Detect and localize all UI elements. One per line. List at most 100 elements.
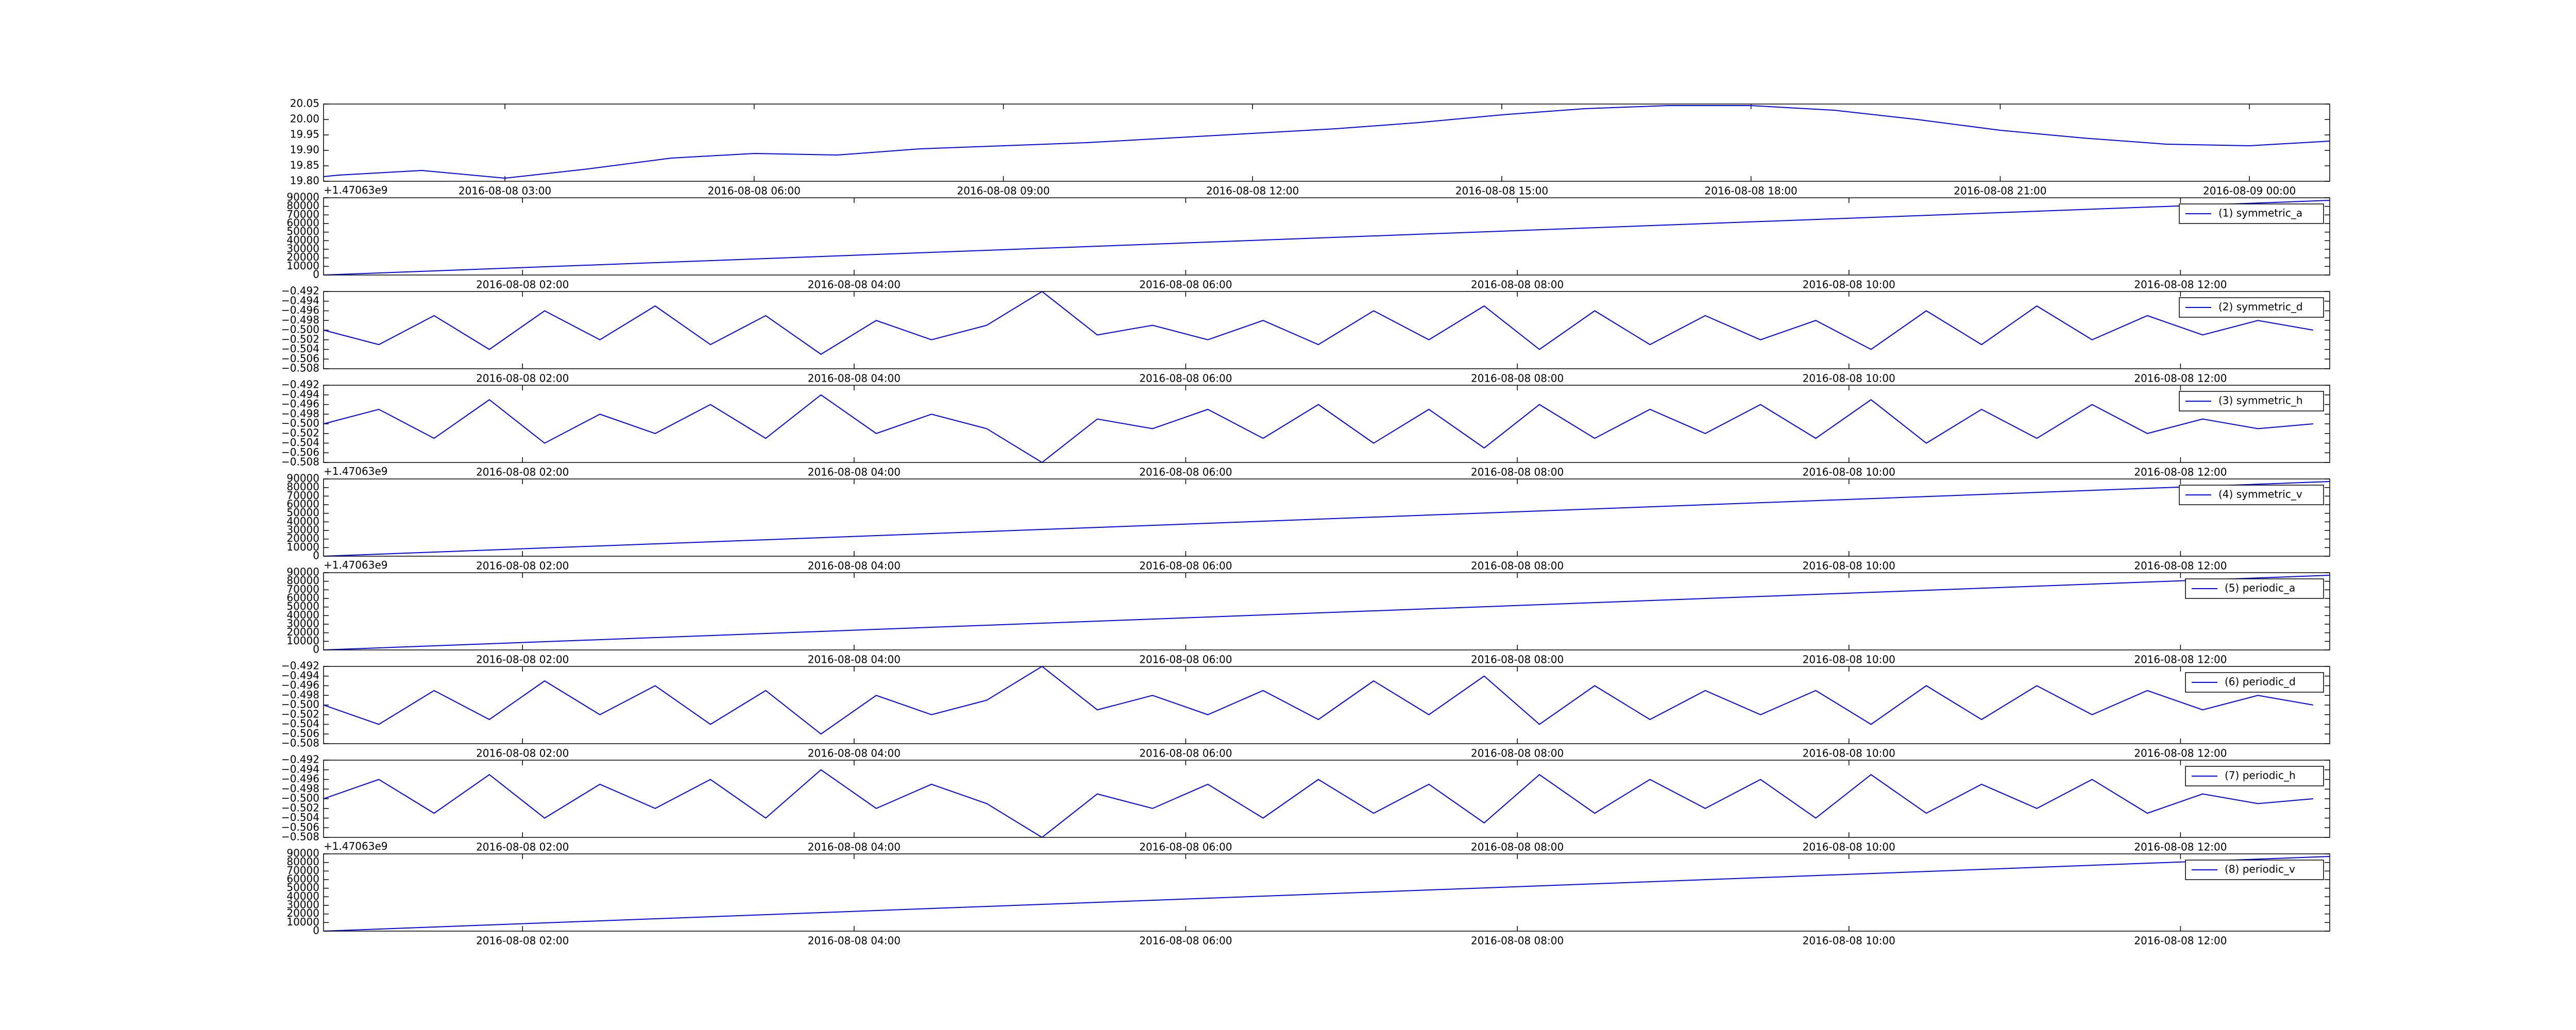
legend-label: (3) symmetric_h — [2218, 394, 2303, 407]
x-tick-label: 2016-08-08 06:00 — [1139, 372, 1232, 385]
x-tick-label: 2016-08-08 04:00 — [808, 466, 901, 478]
y-tick-label: −0.508 — [281, 737, 319, 749]
y-tick-label: −0.498 — [281, 407, 319, 420]
x-tick-label: 2016-08-08 08:00 — [1471, 747, 1564, 760]
legend-label: (5) periodic_a — [2225, 582, 2295, 594]
axes-frame — [323, 291, 2330, 369]
offset-text: +1.47063e9 — [324, 184, 388, 196]
x-tick-label: 2016-08-08 15:00 — [1455, 185, 1548, 197]
subplot: −0.508−0.506−0.504−0.502−0.500−0.498−0.4… — [281, 379, 2330, 478]
y-tick-label: 30000 — [286, 243, 319, 255]
data-line — [324, 666, 2313, 735]
x-tick-label: 2016-08-08 08:00 — [1471, 560, 1564, 572]
y-tick-label: 19.85 — [290, 159, 319, 171]
y-tick-label: 19.90 — [290, 144, 319, 156]
axes-frame — [323, 853, 2330, 932]
subplot: 0100002000030000400005000060000700008000… — [286, 840, 2330, 947]
y-tick-label: 30000 — [286, 617, 319, 630]
y-tick-label: −0.498 — [281, 782, 319, 795]
y-tick-label: −0.494 — [281, 294, 319, 306]
y-tick-label: −0.502 — [281, 708, 319, 720]
y-tick-label: −0.504 — [281, 811, 319, 823]
legend-label: (4) symmetric_v — [2218, 488, 2302, 501]
x-tick-label: 2016-08-08 10:00 — [1803, 560, 1895, 572]
x-tick-label: 2016-08-08 02:00 — [476, 279, 569, 291]
x-tick-label: 2016-08-08 08:00 — [1471, 466, 1564, 478]
legend-label: (1) symmetric_a — [2218, 207, 2302, 219]
x-tick-label: 2016-08-08 12:00 — [2134, 841, 2227, 853]
x-tick-label: 2016-08-09 00:00 — [2203, 185, 2296, 197]
y-tick-label: −0.500 — [281, 698, 319, 711]
x-tick-label: 2016-08-08 08:00 — [1471, 279, 1564, 291]
x-tick-label: 2016-08-08 04:00 — [808, 560, 901, 572]
y-tick-label: −0.502 — [281, 426, 319, 439]
y-tick-label: 20.00 — [290, 113, 319, 125]
offset-text: +1.47063e9 — [324, 465, 388, 477]
subplot: −0.508−0.506−0.504−0.502−0.500−0.498−0.4… — [281, 753, 2330, 853]
y-tick-label: −0.500 — [281, 792, 319, 804]
x-tick-label: 2016-08-08 10:00 — [1803, 466, 1895, 478]
subplot: −0.508−0.506−0.504−0.502−0.500−0.498−0.4… — [281, 285, 2330, 385]
x-tick-label: 2016-08-08 02:00 — [476, 372, 569, 385]
x-tick-label: 2016-08-08 02:00 — [476, 747, 569, 760]
x-tick-label: 2016-08-08 12:00 — [2134, 747, 2227, 760]
y-tick-label: −0.508 — [281, 362, 319, 374]
x-tick-label: 2016-08-08 12:00 — [1206, 185, 1299, 197]
y-tick-label: 60000 — [286, 592, 319, 604]
data-line — [324, 856, 2330, 931]
subplot: −0.508−0.506−0.504−0.502−0.500−0.498−0.4… — [281, 660, 2330, 760]
y-tick-label: −0.506 — [281, 727, 319, 740]
y-tick-label: −0.502 — [281, 333, 319, 345]
y-tick-label: −0.492 — [281, 379, 319, 391]
axes-frame — [323, 760, 2330, 838]
data-line — [324, 105, 2330, 179]
y-tick-label: 19.80 — [290, 175, 319, 187]
x-tick-label: 2016-08-08 06:00 — [1139, 560, 1232, 572]
x-tick-label: 2016-08-08 06:00 — [1139, 747, 1232, 760]
y-tick-label: 19.95 — [290, 128, 319, 141]
x-tick-label: 2016-08-08 04:00 — [808, 747, 901, 760]
offset-text: +1.47063e9 — [324, 559, 388, 571]
y-tick-label: 80000 — [286, 480, 319, 493]
y-tick-label: −0.504 — [281, 436, 319, 449]
y-tick-label: 40000 — [286, 515, 319, 527]
y-tick-label: 50000 — [286, 506, 319, 519]
y-tick-label: 80000 — [286, 199, 319, 212]
y-tick-label: −0.496 — [281, 304, 319, 316]
y-tick-label: −0.492 — [281, 285, 319, 297]
axes-frame — [323, 197, 2330, 276]
x-tick-label: 2016-08-08 06:00 — [1139, 466, 1232, 478]
y-tick-label: 70000 — [286, 864, 319, 877]
legend-label: (8) periodic_v — [2225, 863, 2295, 876]
x-tick-label: 2016-08-08 12:00 — [2134, 279, 2227, 291]
subplot: 0100002000030000400005000060000700008000… — [286, 465, 2330, 572]
y-tick-label: 30000 — [286, 899, 319, 911]
y-tick-label: −0.502 — [281, 801, 319, 814]
y-tick-label: −0.504 — [281, 717, 319, 730]
y-tick-label: 70000 — [286, 489, 319, 502]
axes-frame — [323, 572, 2330, 650]
y-tick-label: 10000 — [286, 916, 319, 928]
x-tick-label: 2016-08-08 02:00 — [476, 560, 569, 572]
y-tick-label: 10000 — [286, 541, 319, 553]
y-tick-label: 60000 — [286, 873, 319, 885]
x-tick-label: 2016-08-08 12:00 — [2134, 372, 2227, 385]
y-tick-label: −0.496 — [281, 679, 319, 691]
y-tick-label: −0.492 — [281, 753, 319, 766]
x-tick-label: 2016-08-08 06:00 — [708, 185, 801, 197]
y-tick-label: 10000 — [286, 634, 319, 647]
y-tick-label: 20000 — [286, 251, 319, 263]
y-tick-label: 20000 — [286, 626, 319, 638]
x-tick-label: 2016-08-08 04:00 — [808, 841, 901, 853]
y-tick-label: −0.506 — [281, 446, 319, 458]
x-tick-label: 2016-08-08 21:00 — [1954, 185, 2046, 197]
y-tick-label: 90000 — [286, 472, 319, 485]
data-line — [324, 769, 2313, 837]
data-line — [324, 200, 2330, 275]
data-line — [324, 291, 2313, 355]
x-tick-label: 2016-08-08 10:00 — [1803, 747, 1895, 760]
x-tick-label: 2016-08-08 10:00 — [1803, 279, 1895, 291]
legend-label: (6) periodic_d — [2225, 676, 2296, 688]
x-tick-label: 2016-08-08 18:00 — [1705, 185, 1798, 197]
y-tick-label: 70000 — [286, 208, 319, 220]
